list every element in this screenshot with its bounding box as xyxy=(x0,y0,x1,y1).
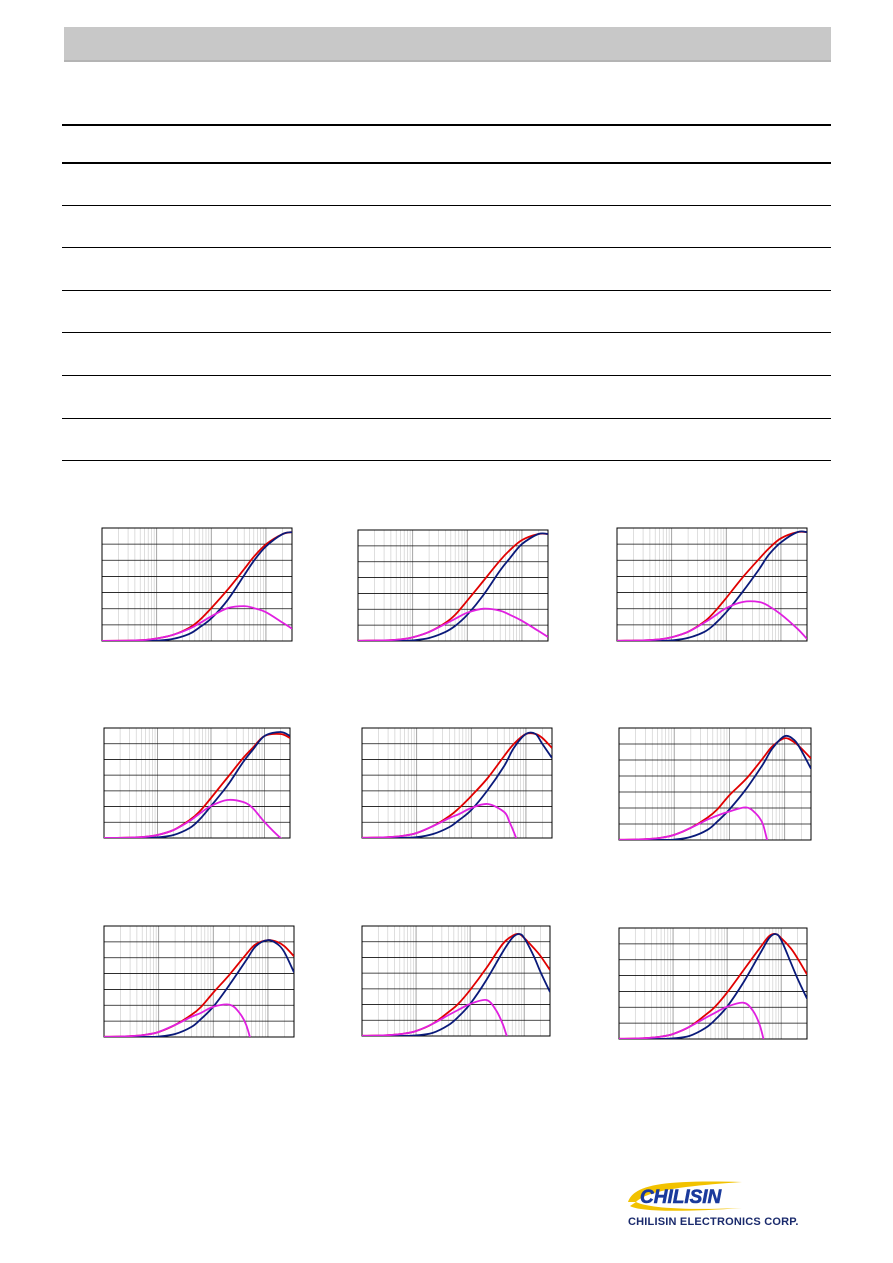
company-name: CHILISIN ELECTRONICS CORP. xyxy=(628,1216,799,1228)
table-rule xyxy=(62,162,831,164)
series-line-3 xyxy=(619,806,768,840)
series-line-3 xyxy=(619,1001,765,1039)
impedance-chart-7 xyxy=(103,925,295,1038)
table-rule xyxy=(62,375,831,376)
table-rule xyxy=(62,418,831,419)
impedance-chart-8 xyxy=(361,925,551,1037)
plot-frame xyxy=(361,727,553,839)
series-line-3 xyxy=(104,1003,251,1037)
plot-frame xyxy=(618,727,812,841)
table-rule xyxy=(62,247,831,248)
svg-text:CHILISIN: CHILISIN xyxy=(640,1187,723,1208)
plot-frame xyxy=(361,925,551,1037)
plot-frame xyxy=(101,527,293,642)
table-rule xyxy=(62,332,831,333)
header-band xyxy=(64,27,831,62)
series-line-3 xyxy=(358,607,548,641)
series-line-3 xyxy=(362,998,508,1036)
plot-frame xyxy=(616,527,808,642)
series-line-2 xyxy=(619,933,807,1039)
table-rule xyxy=(62,460,831,461)
chilisin-logo-icon: CHILISIN xyxy=(628,1181,742,1211)
series-line-2 xyxy=(619,734,811,840)
series-line-3 xyxy=(104,798,283,838)
series-line-3 xyxy=(362,803,518,838)
plot-frame xyxy=(103,925,295,1038)
table-rule xyxy=(62,205,831,206)
plot-frame xyxy=(103,727,291,839)
impedance-chart-9 xyxy=(618,927,808,1040)
table-rule xyxy=(62,290,831,291)
impedance-chart-5 xyxy=(361,727,553,839)
impedance-chart-4 xyxy=(103,727,291,839)
company-logo: CHILISIN CHILISIN ELECTRONICS CORP. xyxy=(626,1176,826,1232)
series-line-3 xyxy=(102,605,292,641)
impedance-chart-1 xyxy=(101,527,293,642)
series-line-2 xyxy=(617,530,807,641)
table-rule xyxy=(62,124,831,126)
impedance-chart-6 xyxy=(618,727,812,841)
spec-table xyxy=(62,124,831,462)
series-line-3 xyxy=(617,600,807,641)
plot-frame xyxy=(357,529,549,642)
series-line-2 xyxy=(102,531,292,641)
series-line-2 xyxy=(362,731,552,838)
impedance-chart-3 xyxy=(616,527,808,642)
series-line-2 xyxy=(104,731,290,838)
series-line-2 xyxy=(358,532,548,641)
series-line-2 xyxy=(362,933,550,1036)
impedance-chart-2 xyxy=(357,529,549,642)
plot-frame xyxy=(618,927,808,1040)
